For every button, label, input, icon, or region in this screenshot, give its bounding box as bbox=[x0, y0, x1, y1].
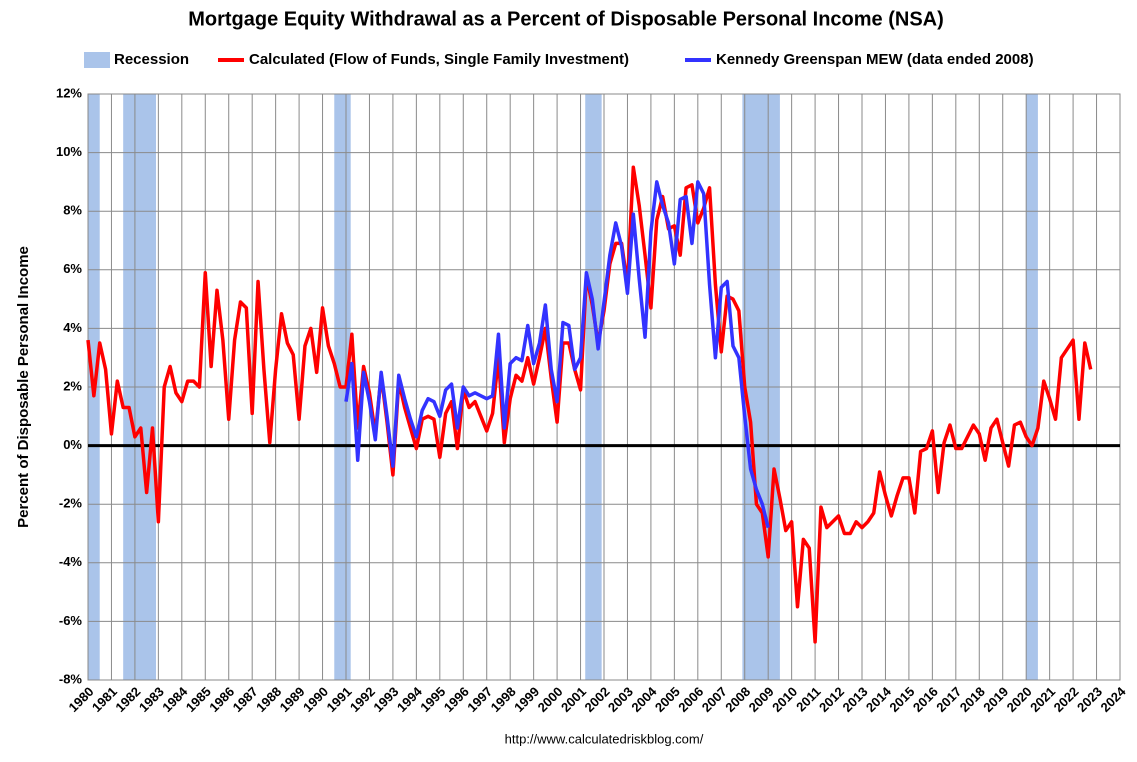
series-line bbox=[344, 180, 770, 529]
plot-border bbox=[87, 93, 1121, 681]
y-tick-label: 2% bbox=[63, 378, 82, 393]
legend-swatch bbox=[84, 52, 110, 68]
y-tick-label: 4% bbox=[63, 320, 82, 335]
y-tick-label: 8% bbox=[63, 203, 82, 218]
legend-label: Recession bbox=[114, 51, 189, 68]
y-tick-label: 10% bbox=[56, 144, 82, 159]
chart-title: Mortgage Equity Withdrawal as a Percent … bbox=[188, 8, 944, 30]
y-tick-label: -4% bbox=[59, 554, 83, 569]
legend-label: Calculated (Flow of Funds, Single Family… bbox=[249, 51, 629, 68]
y-tick-label: -2% bbox=[59, 496, 83, 511]
y-tick-label: 12% bbox=[56, 85, 82, 100]
y-tick-label: -6% bbox=[59, 613, 83, 628]
legend-label: Kennedy Greenspan MEW (data ended 2008) bbox=[716, 51, 1034, 68]
y-axis-label: Percent of Disposable Personal Income bbox=[15, 246, 32, 528]
y-tick-label: -8% bbox=[59, 671, 83, 686]
source: http://www.calculatedriskblog.com/ bbox=[505, 731, 704, 746]
y-tick-label: 6% bbox=[63, 261, 82, 276]
y-tick-label: 0% bbox=[63, 437, 82, 452]
